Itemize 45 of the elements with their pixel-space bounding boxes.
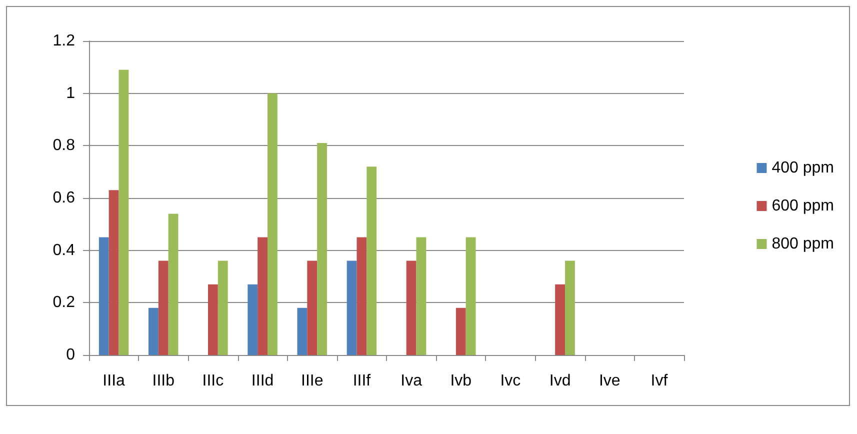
y-tick-label: 1.2 <box>52 32 76 50</box>
bar <box>218 260 228 355</box>
bar <box>168 214 178 355</box>
bar <box>416 237 426 355</box>
bar <box>346 260 357 355</box>
y-tick-label: 0.4 <box>52 242 76 259</box>
bar <box>307 260 318 355</box>
x-tick-label: IIId <box>251 372 274 390</box>
bar <box>356 237 367 355</box>
y-tick-label: 0 <box>66 346 76 364</box>
y-tick-label: 0.8 <box>52 137 76 154</box>
legend-label: 600 ppm <box>772 198 834 214</box>
legend-label: 800 ppm <box>772 236 834 252</box>
x-tick-label: IIIc <box>202 372 224 390</box>
bar <box>406 260 416 355</box>
bar <box>118 70 129 355</box>
bar <box>258 237 268 355</box>
x-tick-label: Ivd <box>549 372 571 390</box>
x-tick-label: IIIf <box>352 372 372 390</box>
bar <box>317 143 327 355</box>
y-tick-label: 0.2 <box>52 294 76 312</box>
x-tick-label: Ivb <box>450 372 472 390</box>
bar <box>555 284 565 355</box>
bar <box>297 308 308 355</box>
y-tick-label: 1 <box>66 84 76 102</box>
x-tick-label: IIIa <box>102 372 126 390</box>
y-tick-label: 0.6 <box>52 190 76 206</box>
x-tick-label: Ive <box>598 372 620 390</box>
legend-label: 400 ppm <box>772 160 834 176</box>
x-tick-label: IIIe <box>301 372 324 390</box>
bar <box>248 284 258 355</box>
bar <box>98 237 109 355</box>
bar <box>466 237 476 355</box>
x-tick-label: IIIb <box>152 372 175 390</box>
x-tick-label: Ivf <box>650 372 668 390</box>
bar <box>565 260 575 355</box>
bar <box>148 308 158 355</box>
bar <box>158 260 168 355</box>
bar <box>208 284 218 355</box>
bar <box>456 308 466 355</box>
bar <box>366 166 377 355</box>
x-tick-label: Ivc <box>500 372 521 390</box>
x-tick-label: Iva <box>400 372 422 390</box>
bar <box>268 93 278 355</box>
bar <box>108 190 119 355</box>
